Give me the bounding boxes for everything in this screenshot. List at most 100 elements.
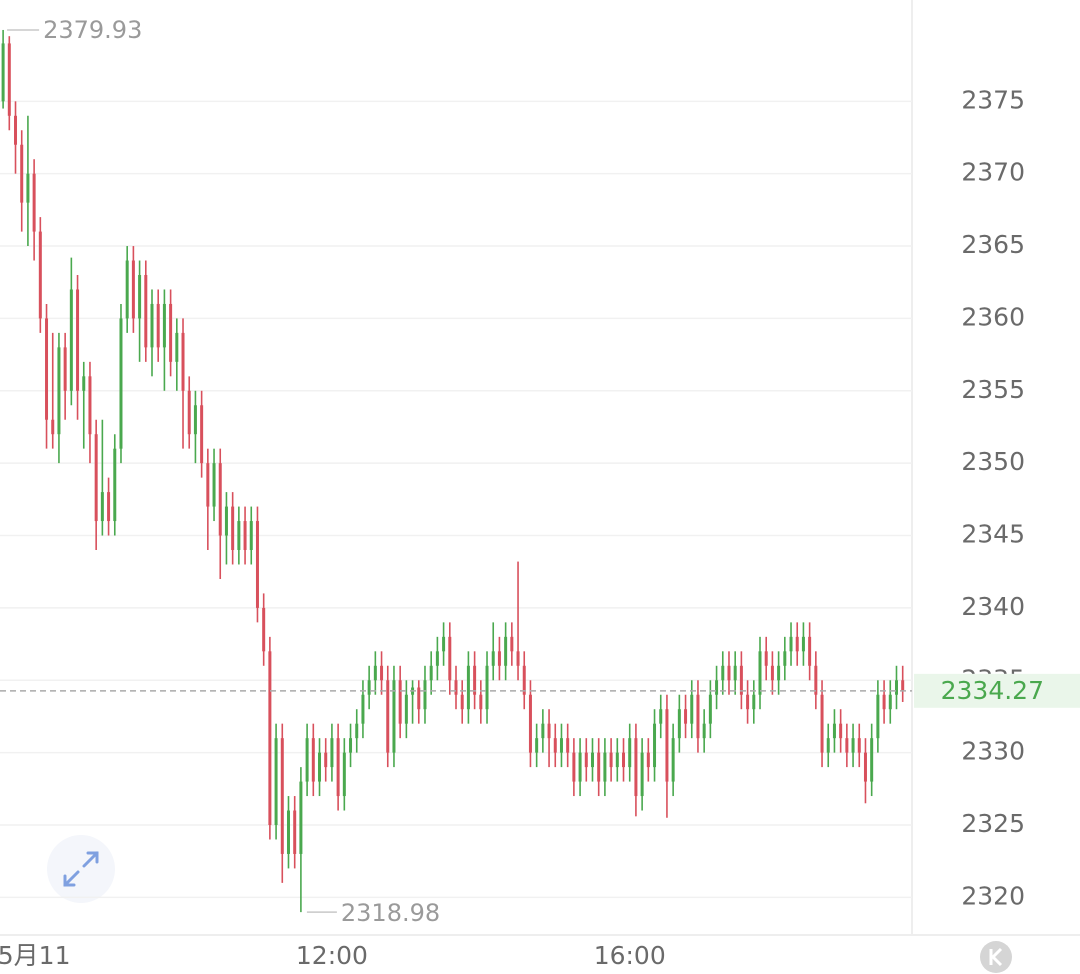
candle-body [535, 738, 539, 753]
kline-icon[interactable] [989, 947, 1003, 967]
candle-body [380, 665, 384, 681]
candle-body [789, 636, 793, 652]
candle-body [417, 687, 421, 710]
candle-body [138, 275, 142, 319]
candle-body [603, 752, 607, 782]
candle-body [659, 709, 663, 724]
candle-body [454, 680, 458, 695]
candle-body [764, 651, 768, 666]
candle-body [863, 752, 867, 782]
candle-body [901, 680, 905, 691]
candle-body [14, 115, 18, 145]
candle-body [460, 694, 464, 710]
candle-body [715, 680, 719, 695]
candle-body [888, 694, 892, 710]
candle-body [162, 303, 166, 348]
x-tick-label: 5月11 [0, 941, 70, 970]
candle-body [820, 694, 824, 753]
y-tick-label: 2320 [961, 881, 1025, 910]
candle-body [845, 738, 849, 753]
candle-body [690, 694, 694, 724]
candle-body [851, 738, 855, 753]
x-tick-label: 12:00 [296, 941, 368, 970]
candle-body [94, 434, 98, 522]
candle-body [646, 752, 650, 768]
candle-body [69, 289, 73, 391]
x-tick-label: 16:00 [594, 941, 666, 970]
candle-body [528, 694, 532, 753]
y-tick-label: 2375 [961, 85, 1025, 114]
candle-body [255, 521, 259, 608]
candle-body [224, 506, 228, 536]
y-tick-label: 2355 [961, 375, 1025, 404]
y-tick-label: 2360 [961, 302, 1025, 331]
candle-body [491, 651, 495, 666]
candle-body [231, 506, 235, 550]
candle-body [429, 665, 433, 681]
candle-body [590, 752, 594, 768]
candle-body [349, 738, 353, 753]
candle-body [367, 680, 371, 695]
candle-body [832, 723, 836, 739]
candle-body [894, 680, 898, 695]
candle-body [727, 665, 731, 681]
candle-body [578, 752, 582, 782]
kline-button[interactable] [980, 941, 1012, 973]
last-price-label: 2334.27 [941, 676, 1044, 705]
candle-body [361, 694, 365, 724]
y-tick-label: 2325 [961, 809, 1025, 838]
candle-body [677, 709, 681, 739]
candle-body [665, 709, 669, 782]
candle-body [237, 521, 241, 550]
candle-body [26, 173, 30, 203]
candle-body [299, 781, 303, 854]
kline-button-bg[interactable] [980, 941, 1012, 973]
candle-body [386, 680, 390, 753]
candle-body [392, 680, 396, 753]
y-tick-label: 2345 [961, 520, 1025, 549]
candle-body [169, 303, 173, 362]
candle-body [839, 723, 843, 739]
candle-body [628, 738, 632, 768]
candle-body [107, 492, 111, 522]
high-label: 2379.93 [43, 16, 142, 44]
candle-body [547, 723, 551, 739]
candle-body [38, 231, 42, 319]
candle-body [193, 405, 197, 435]
y-tick-label: 2370 [961, 158, 1025, 187]
candle-body [20, 144, 24, 203]
candle-body [32, 173, 36, 232]
candle-body [746, 694, 750, 710]
grid [0, 100, 912, 899]
candle-body [181, 332, 185, 391]
candle-body [373, 665, 377, 681]
candle-body [671, 738, 675, 782]
candle-body [479, 694, 483, 710]
candle-body [45, 318, 49, 420]
candle-body [1, 43, 5, 102]
candle-body [144, 275, 148, 348]
candle-body [51, 419, 55, 435]
candle-body [218, 463, 222, 536]
expand-button[interactable] [47, 835, 115, 903]
candle-body [286, 810, 290, 854]
candle-body [336, 738, 340, 797]
candle-body [88, 376, 92, 435]
candle-body [870, 738, 874, 782]
low-label: 2318.98 [341, 899, 440, 927]
candle-body [268, 651, 272, 825]
candle-body [634, 738, 638, 797]
candle-body [609, 752, 613, 768]
candle-body [57, 347, 61, 435]
candle-body [113, 448, 117, 522]
candle-body [175, 332, 179, 362]
candle-body [187, 390, 191, 435]
candle-body [156, 303, 160, 348]
expand-button-bg[interactable] [47, 835, 115, 903]
candle-body [640, 752, 644, 797]
candle-body [814, 665, 818, 695]
candle-body [584, 752, 588, 768]
expand-icon[interactable] [63, 851, 99, 887]
